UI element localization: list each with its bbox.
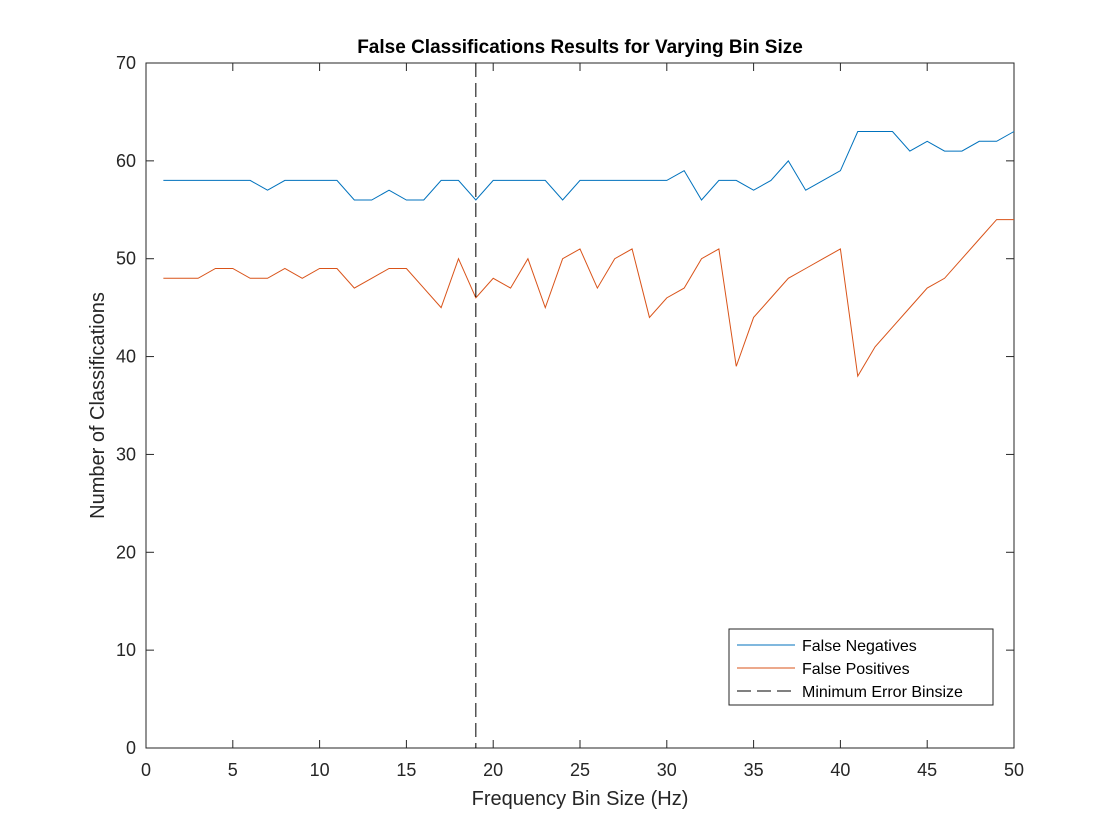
legend-box — [728, 628, 994, 706]
y-tick-label: 10 — [116, 640, 136, 660]
y-tick-label: 0 — [126, 738, 136, 758]
x-tick-label: 45 — [917, 760, 937, 780]
y-tick-label: 50 — [116, 249, 136, 269]
data-lines — [163, 63, 1015, 748]
y-tick-label: 70 — [116, 53, 136, 73]
series-line-false-negatives — [163, 131, 1015, 201]
y-tick-label: 30 — [116, 444, 136, 464]
x-tick-label: 40 — [830, 760, 850, 780]
x-tick-label: 25 — [570, 760, 590, 780]
x-tick-label: 5 — [228, 760, 238, 780]
legend-label-false-negatives: False Negatives — [802, 638, 917, 655]
y-tick-label: 40 — [116, 347, 136, 367]
legend-label-minimum-error: Minimum Error Binsize — [802, 684, 963, 701]
legend-label-false-positives: False Positives — [802, 661, 910, 678]
legend: False Negatives False Positives Minimum Er… — [728, 628, 994, 706]
x-tick-label: 50 — [1004, 760, 1024, 780]
x-tick-label: 30 — [657, 760, 677, 780]
x-axis-label: Frequency Bin Size (Hz) — [472, 788, 689, 810]
axis-ticks: 0 5 10 15 20 25 30 35 40 45 50 0 10 20 30 40 50 60 70 — [116, 53, 1024, 780]
y-tick-label: 20 — [116, 542, 136, 562]
x-tick-label: 35 — [744, 760, 764, 780]
x-tick-label: 15 — [396, 760, 416, 780]
x-tick-label: 10 — [310, 760, 330, 780]
x-tick-label: 20 — [483, 760, 503, 780]
chart-title: False Classifications Results for Varyin… — [357, 37, 803, 58]
y-axis-label: Number of Classifications — [87, 292, 109, 519]
series-line-false-positives — [163, 219, 1014, 378]
x-tick-label: 0 — [141, 760, 151, 780]
y-tick-label: 60 — [116, 151, 136, 171]
